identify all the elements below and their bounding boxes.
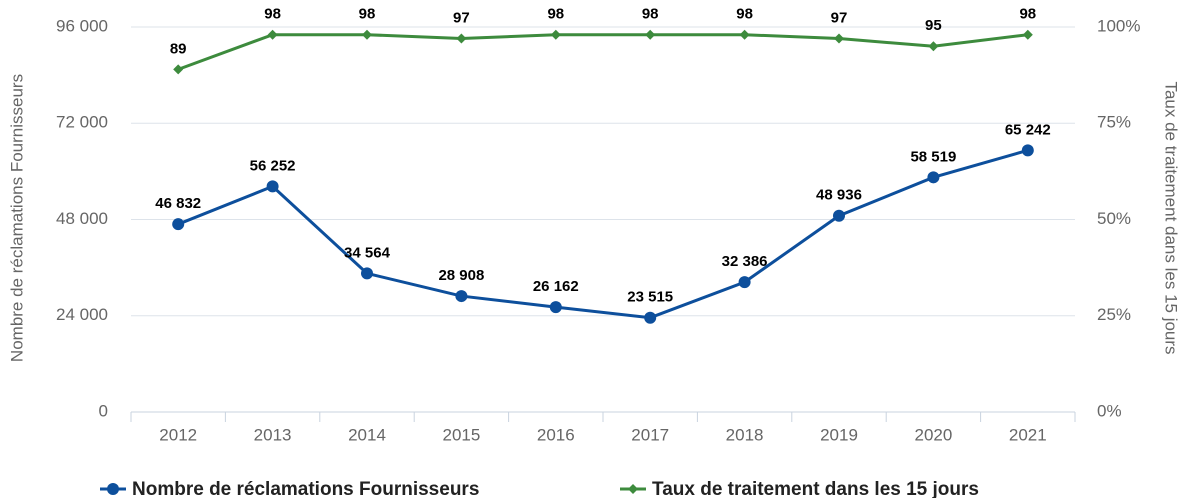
y2-tick-label: 100% — [1097, 16, 1140, 35]
value-label: 26 162 — [533, 278, 579, 295]
x-tick-label: 2014 — [348, 425, 386, 444]
marker — [173, 64, 184, 75]
marker — [361, 267, 373, 280]
value-label: 48 936 — [816, 187, 862, 204]
legend-label: Taux de traitement dans les 15 jours — [652, 479, 979, 498]
marker — [550, 29, 561, 40]
marker — [266, 180, 279, 193]
y-tick-label: 0 — [99, 401, 108, 420]
marker — [833, 209, 845, 222]
y-tick-label: 24 000 — [56, 305, 108, 324]
value-label: 58 519 — [910, 148, 956, 165]
marker — [645, 29, 656, 40]
value-label: 98 — [359, 6, 376, 23]
value-label: 23 515 — [627, 289, 673, 306]
y2-tick-label: 75% — [1097, 113, 1131, 132]
marker — [456, 33, 467, 44]
value-label: 89 — [170, 40, 187, 57]
x-tick-label: 2016 — [537, 425, 575, 444]
marker — [738, 276, 751, 289]
x-tick-label: 2012 — [159, 425, 197, 444]
x-tick-label: 2017 — [631, 425, 669, 444]
marker — [362, 29, 372, 40]
y2-tick-label: 0% — [1097, 401, 1122, 420]
value-label: 97 — [831, 10, 848, 27]
marker — [927, 171, 940, 184]
marker — [455, 290, 468, 303]
value-label: 98 — [642, 6, 659, 23]
marker — [644, 311, 657, 324]
y2-tick-label: 50% — [1097, 209, 1131, 228]
x-tick-label: 2013 — [254, 425, 292, 444]
value-label: 34 564 — [344, 244, 391, 261]
marker — [739, 29, 750, 40]
y-tick-label: 48 000 — [56, 209, 108, 228]
line — [177, 33, 1028, 71]
value-label: 98 — [264, 6, 281, 23]
x-tick-label: 2019 — [820, 425, 858, 444]
value-label: 46 832 — [155, 195, 201, 212]
marker — [172, 218, 185, 231]
marker — [1021, 144, 1034, 157]
x-tick-label: 2021 — [1009, 425, 1047, 444]
x-tick-label: 2018 — [726, 425, 764, 444]
y-tick-label: 96 000 — [56, 16, 108, 35]
x-tick-label: 2020 — [914, 425, 952, 444]
value-label: 28 908 — [438, 267, 484, 284]
value-label: 97 — [453, 10, 470, 27]
legend-marker — [107, 483, 119, 495]
marker — [834, 33, 844, 44]
value-label: 56 252 — [250, 157, 296, 174]
y-tick-label: 72 000 — [56, 113, 108, 132]
marker — [928, 41, 939, 52]
x-tick-label: 2015 — [442, 425, 480, 444]
y2-axis-label: Taux de traitement dans les 15 jours — [1162, 81, 1181, 354]
legend-label: Nombre de réclamations Fournisseurs — [132, 479, 479, 498]
value-label: 65 242 — [1005, 121, 1051, 138]
y-axis-label: Nombre de réclamations Fournisseurs — [7, 74, 26, 362]
value-label: 98 — [547, 6, 564, 23]
value-label: 98 — [1019, 6, 1036, 23]
value-label: 95 — [925, 17, 942, 34]
legend-marker — [628, 484, 638, 494]
marker — [267, 29, 278, 40]
marker — [1022, 29, 1033, 40]
marker — [549, 301, 562, 314]
value-label: 98 — [736, 6, 753, 23]
value-label: 32 386 — [722, 253, 768, 270]
line — [177, 148, 1029, 320]
y2-tick-label: 25% — [1097, 305, 1131, 324]
